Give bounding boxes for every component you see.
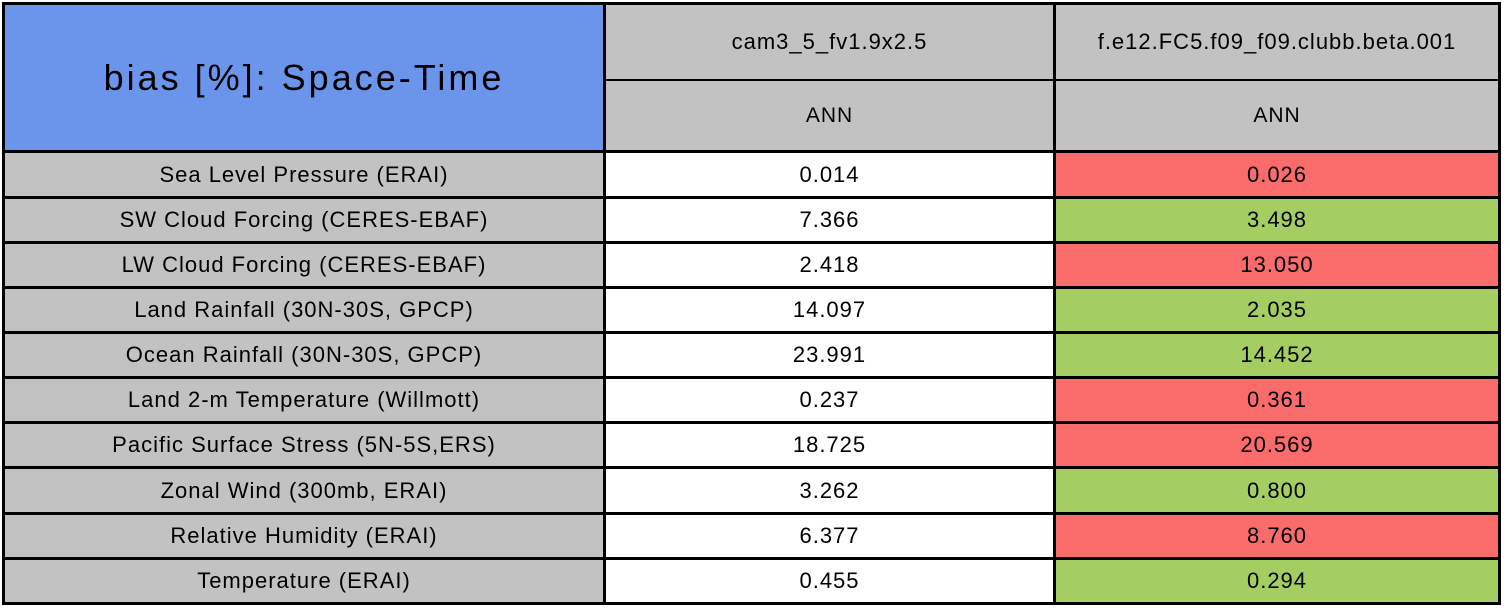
table-row: Land 2-m Temperature (Willmott) 0.237 0.… xyxy=(2,376,1501,425)
season-header-control: ANN xyxy=(603,78,1056,154)
value-cell: 0.361 xyxy=(1053,376,1501,425)
value-cell: 0.237 xyxy=(603,376,1056,425)
value-cell: 20.569 xyxy=(1053,421,1501,470)
table-row: LW Cloud Forcing (CERES-EBAF) 2.418 13.0… xyxy=(2,240,1501,289)
value-cell: 14.452 xyxy=(1053,331,1501,380)
value-cell: 2.035 xyxy=(1053,285,1501,335)
value-cell: 23.991 xyxy=(603,331,1056,380)
value-cell: 6.377 xyxy=(603,511,1056,560)
row-label: LW Cloud Forcing (CERES-EBAF) xyxy=(2,240,606,289)
value-cell: 3.262 xyxy=(603,466,1056,515)
value-cell: 0.455 xyxy=(603,556,1056,606)
table-row: Pacific Surface Stress (5N-5S,ERS) 18.72… xyxy=(2,421,1501,470)
row-label: Sea Level Pressure (ERAI) xyxy=(2,150,606,199)
value-cell: 0.014 xyxy=(603,150,1056,199)
header-row-models: bias [%]: Space-Time cam3_5_fv1.9x2.5 f.… xyxy=(2,1,1501,154)
row-label: Temperature (ERAI) xyxy=(2,556,606,606)
table-row: Zonal Wind (300mb, ERAI) 3.262 0.800 xyxy=(2,466,1501,515)
value-cell: 3.498 xyxy=(1053,195,1501,244)
row-label: Pacific Surface Stress (5N-5S,ERS) xyxy=(2,421,606,470)
value-cell: 8.760 xyxy=(1053,511,1501,560)
value-cell: 18.725 xyxy=(603,421,1056,470)
row-label: Ocean Rainfall (30N-30S, GPCP) xyxy=(2,331,606,380)
value-cell: 13.050 xyxy=(1053,240,1501,289)
column-header-control-model: cam3_5_fv1.9x2.5 xyxy=(603,1,1056,81)
table-row: Sea Level Pressure (ERAI) 0.014 0.026 xyxy=(2,150,1501,199)
table-row: Temperature (ERAI) 0.455 0.294 xyxy=(2,556,1501,606)
row-label: Land Rainfall (30N-30S, GPCP) xyxy=(2,285,606,335)
value-cell: 2.418 xyxy=(603,240,1056,289)
table-row: SW Cloud Forcing (CERES-EBAF) 7.366 3.49… xyxy=(2,195,1501,244)
row-label: SW Cloud Forcing (CERES-EBAF) xyxy=(2,195,606,244)
value-cell: 0.026 xyxy=(1053,150,1501,199)
row-label: Relative Humidity (ERAI) xyxy=(2,511,606,560)
row-label: Land 2-m Temperature (Willmott) xyxy=(2,376,606,425)
value-cell: 7.366 xyxy=(603,195,1056,244)
row-label: Zonal Wind (300mb, ERAI) xyxy=(2,466,606,515)
table-title: bias [%]: Space-Time xyxy=(2,1,606,154)
season-header-test: ANN xyxy=(1053,78,1501,154)
table-row: Ocean Rainfall (30N-30S, GPCP) 23.991 14… xyxy=(2,331,1501,380)
table-row: Land Rainfall (30N-30S, GPCP) 14.097 2.0… xyxy=(2,285,1501,335)
header-row-seasons: ANN ANN xyxy=(4,78,1501,154)
column-header-test-model: f.e12.FC5.f09_f09.clubb.beta.001 xyxy=(1053,1,1501,81)
table-row: Relative Humidity (ERAI) 6.377 8.760 xyxy=(2,511,1501,560)
value-cell: 0.800 xyxy=(1053,466,1501,515)
value-cell: 14.097 xyxy=(603,285,1056,335)
value-cell: 0.294 xyxy=(1053,556,1501,606)
